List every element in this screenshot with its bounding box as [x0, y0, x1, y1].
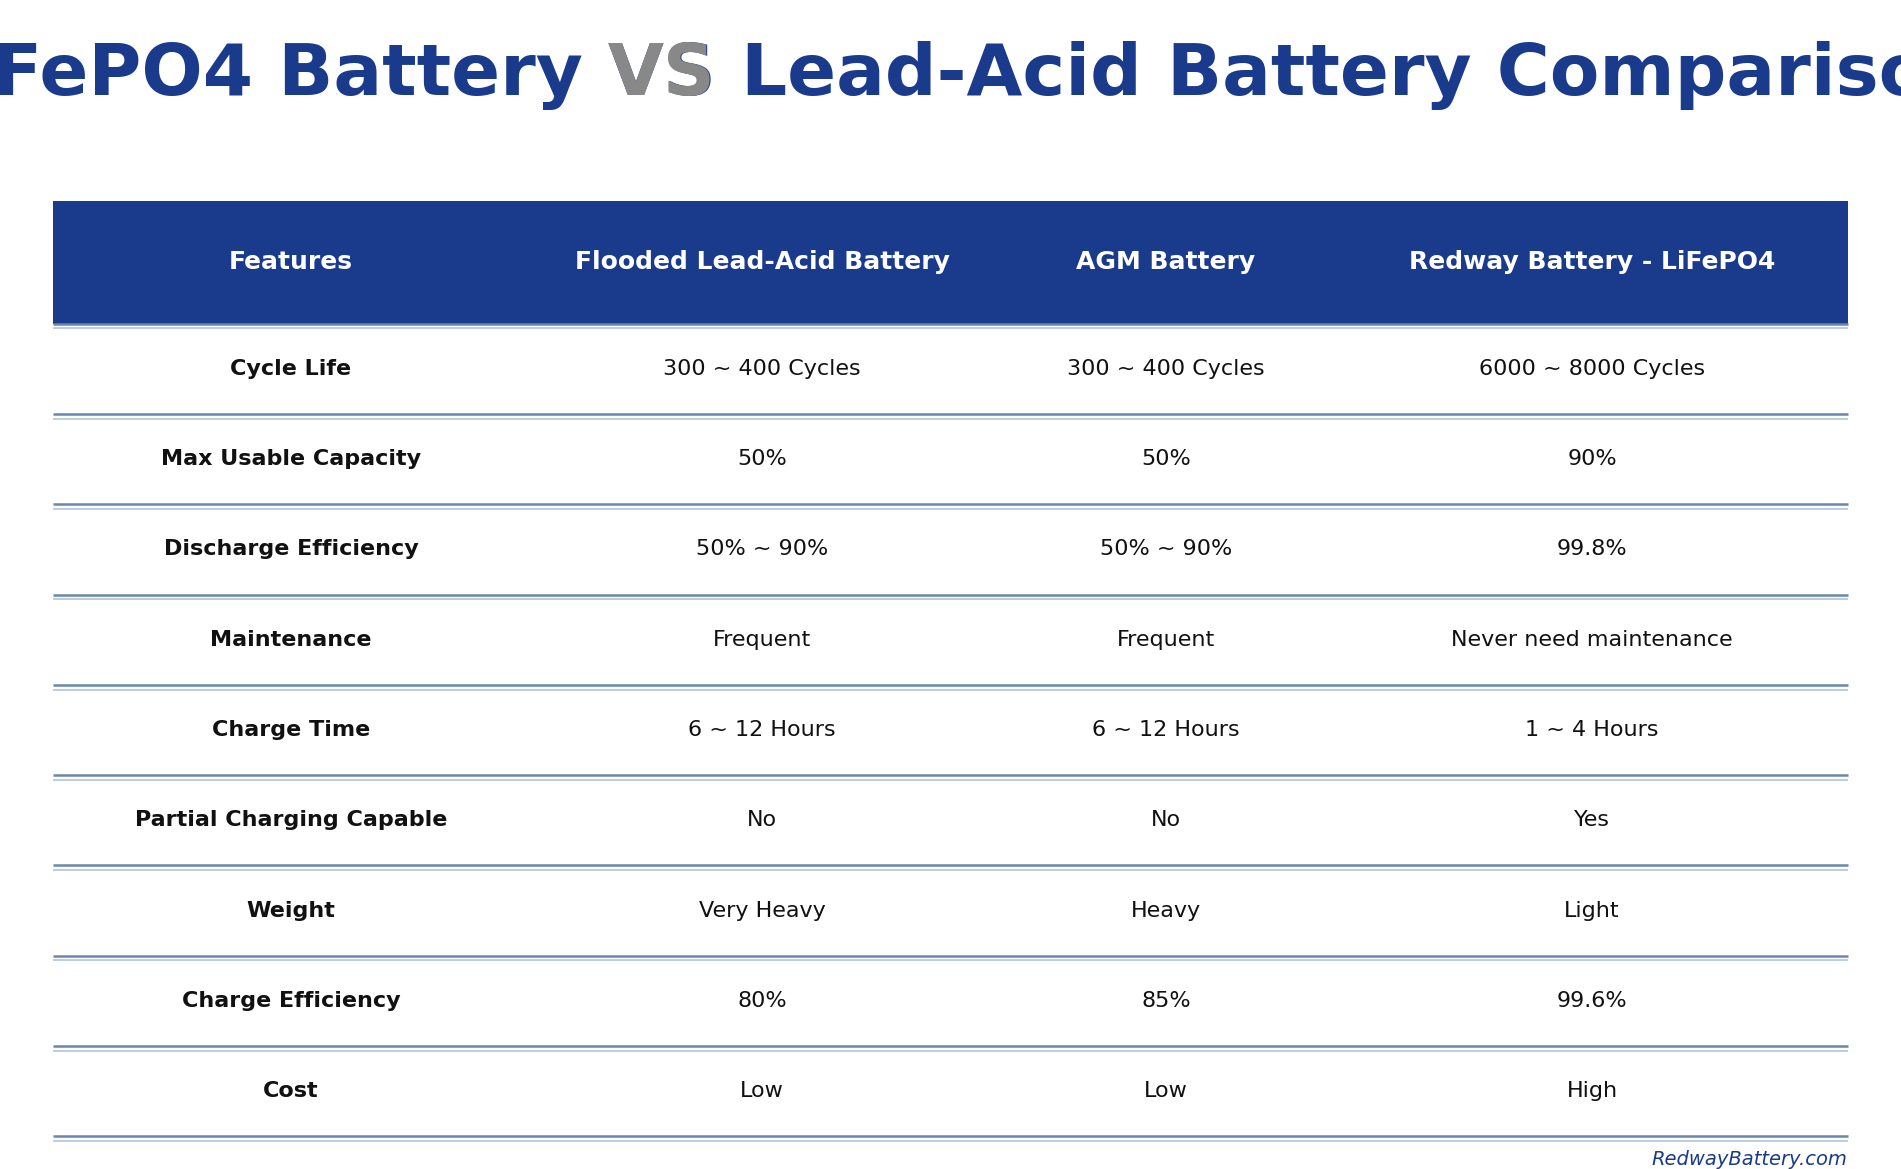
Text: LiFePO4 Battery VS Lead-Acid Battery Comparison: LiFePO4 Battery VS Lead-Acid Battery Com… [0, 41, 1901, 110]
Text: Weight: Weight [247, 900, 335, 920]
Text: 90%: 90% [1566, 449, 1618, 469]
Text: Frequent: Frequent [1116, 630, 1215, 650]
Text: 1 ~ 4 Hours: 1 ~ 4 Hours [1525, 720, 1660, 740]
Text: 6 ~ 12 Hours: 6 ~ 12 Hours [688, 720, 836, 740]
Text: Low: Low [1144, 1081, 1188, 1101]
Text: 50%: 50% [738, 449, 787, 469]
Text: 50% ~ 90%: 50% ~ 90% [1099, 540, 1232, 560]
Text: Cost: Cost [262, 1081, 319, 1101]
Text: High: High [1566, 1081, 1618, 1101]
Text: 99.8%: 99.8% [1557, 540, 1627, 560]
Text: Yes: Yes [1574, 810, 1610, 830]
Text: Flooded Lead-Acid Battery: Flooded Lead-Acid Battery [574, 250, 949, 275]
Text: 80%: 80% [738, 991, 787, 1011]
Text: Low: Low [739, 1081, 783, 1101]
Text: Redway Battery - LiFePO4: Redway Battery - LiFePO4 [1409, 250, 1776, 275]
Text: 300 ~ 400 Cycles: 300 ~ 400 Cycles [1066, 359, 1264, 379]
Text: 50% ~ 90%: 50% ~ 90% [696, 540, 829, 560]
Text: 50%: 50% [1141, 449, 1190, 469]
Text: RedwayBattery.com: RedwayBattery.com [1652, 1150, 1848, 1169]
Text: Never need maintenance: Never need maintenance [1450, 630, 1734, 650]
Text: Charge Time: Charge Time [211, 720, 371, 740]
Text: Cycle Life: Cycle Life [230, 359, 352, 379]
Bar [53, 201, 1848, 324]
Text: 6 ~ 12 Hours: 6 ~ 12 Hours [1091, 720, 1239, 740]
Text: Max Usable Capacity: Max Usable Capacity [162, 449, 420, 469]
Text: Features: Features [228, 250, 354, 275]
Text: Partial Charging Capable: Partial Charging Capable [135, 810, 447, 830]
Text: No: No [747, 810, 778, 830]
Text: 99.6%: 99.6% [1557, 991, 1627, 1011]
Text: Discharge Efficiency: Discharge Efficiency [163, 540, 418, 560]
Text: Maintenance: Maintenance [211, 630, 373, 650]
Text: AGM Battery: AGM Battery [1076, 250, 1255, 275]
Text: 300 ~ 400 Cycles: 300 ~ 400 Cycles [663, 359, 861, 379]
Text: VS: VS [608, 41, 715, 110]
Text: Very Heavy: Very Heavy [700, 900, 825, 920]
Text: 6000 ~ 8000 Cycles: 6000 ~ 8000 Cycles [1479, 359, 1705, 379]
Text: No: No [1150, 810, 1181, 830]
Text: Frequent: Frequent [713, 630, 812, 650]
Text: 85%: 85% [1141, 991, 1190, 1011]
Text: Light: Light [1565, 900, 1620, 920]
Text: Heavy: Heavy [1131, 900, 1201, 920]
Text: Charge Efficiency: Charge Efficiency [182, 991, 401, 1011]
